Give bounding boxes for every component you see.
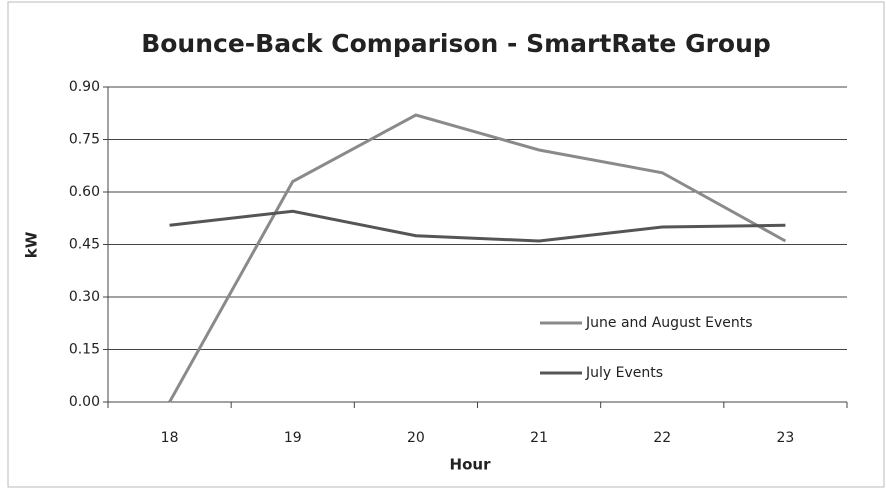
y-tick-label: 0.75	[69, 132, 100, 148]
x-tick-label: 20	[407, 430, 425, 446]
x-tick-label: 18	[161, 430, 179, 446]
y-tick-label: 0.90	[69, 79, 100, 95]
x-axis-title: Hour	[450, 456, 492, 474]
y-tick-label: 0.30	[69, 289, 100, 305]
series-line	[168, 113, 787, 403]
y-tick-label: 0.00	[69, 394, 100, 410]
y-tick-label: 0.60	[69, 184, 100, 200]
series-line	[169, 209, 786, 243]
legend-label: June and August Events	[585, 315, 753, 331]
chart-frame	[7, 1, 885, 488]
legend-label: July Events	[585, 365, 663, 381]
y-axis-title: kW	[23, 231, 41, 258]
x-tick-label: 21	[530, 430, 548, 446]
y-tick-label: 0.45	[69, 237, 100, 253]
chart-title: Bounce-Back Comparison - SmartRate Group	[141, 29, 771, 58]
y-tick-label: 0.15	[69, 342, 100, 358]
x-tick-label: 22	[653, 430, 671, 446]
x-tick-label: 19	[284, 430, 302, 446]
x-tick-label: 23	[777, 430, 795, 446]
